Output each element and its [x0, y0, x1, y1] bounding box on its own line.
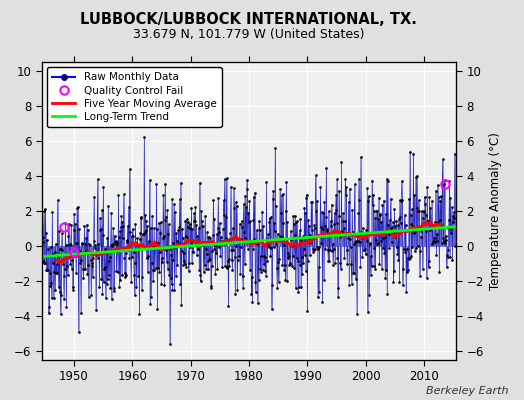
Text: LUBBOCK/LUBBOCK INTERNATIONAL, TX.: LUBBOCK/LUBBOCK INTERNATIONAL, TX. — [81, 12, 417, 27]
Y-axis label: Temperature Anomaly (°C): Temperature Anomaly (°C) — [489, 132, 502, 290]
Legend: Raw Monthly Data, Quality Control Fail, Five Year Moving Average, Long-Term Tren: Raw Monthly Data, Quality Control Fail, … — [47, 67, 222, 127]
Text: Berkeley Earth: Berkeley Earth — [426, 386, 508, 396]
Text: 33.679 N, 101.779 W (United States): 33.679 N, 101.779 W (United States) — [133, 28, 365, 41]
